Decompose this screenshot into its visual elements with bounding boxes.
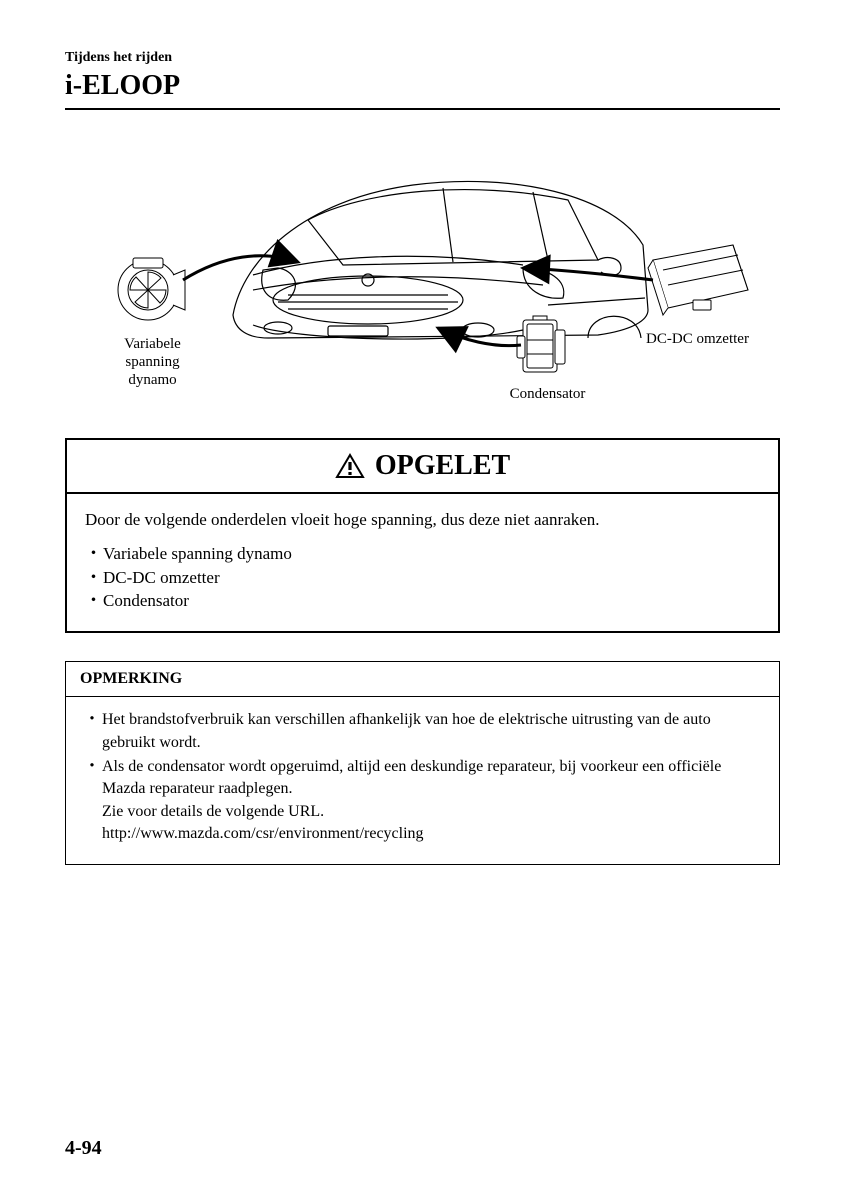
converter-icon [648, 245, 748, 315]
condenser-label: Condensator [493, 385, 603, 403]
note-header: OPMERKING [66, 662, 779, 697]
warning-intro: Door de volgende onderdelen vloeit hoge … [85, 508, 760, 532]
alternator-icon [118, 258, 185, 320]
diagram-container: Variabele spanning dynamo DC-DC omzetter… [65, 140, 780, 410]
breadcrumb: Tijdens het rijden [65, 50, 780, 66]
warning-item: Variabele spanning dynamo [103, 542, 760, 566]
warning-header: OPGELET [67, 440, 778, 494]
arrow-converter [523, 268, 653, 280]
title-divider [65, 108, 780, 110]
warning-title-text: OPGELET [375, 450, 510, 482]
warning-list: Variabele spanning dynamo DC-DC omzetter… [85, 542, 760, 613]
page-title: i-ELOOP [65, 70, 780, 102]
warning-box: OPGELET Door de volgende onderdelen vloe… [65, 438, 780, 633]
warning-body: Door de volgende onderdelen vloeit hoge … [67, 494, 778, 631]
page-number: 4-94 [65, 1137, 102, 1160]
condenser-icon [517, 316, 565, 372]
note-item: Als de condensator wordt opgeruimd, alti… [102, 756, 761, 846]
warning-triangle-icon [335, 453, 365, 479]
alternator-label: Variabele spanning dynamo [108, 335, 198, 389]
note-box: OPMERKING Het brandstofverbruik kan vers… [65, 661, 780, 864]
note-item: Het brandstofverbruik kan verschillen af… [102, 709, 761, 754]
warning-item: DC-DC omzetter [103, 566, 760, 590]
converter-label: DC-DC omzetter [633, 330, 763, 348]
note-body: Het brandstofverbruik kan verschillen af… [66, 697, 779, 863]
note-list: Het brandstofverbruik kan verschillen af… [84, 709, 761, 845]
warning-item: Condensator [103, 589, 760, 613]
component-diagram: Variabele spanning dynamo DC-DC omzetter… [93, 140, 753, 410]
